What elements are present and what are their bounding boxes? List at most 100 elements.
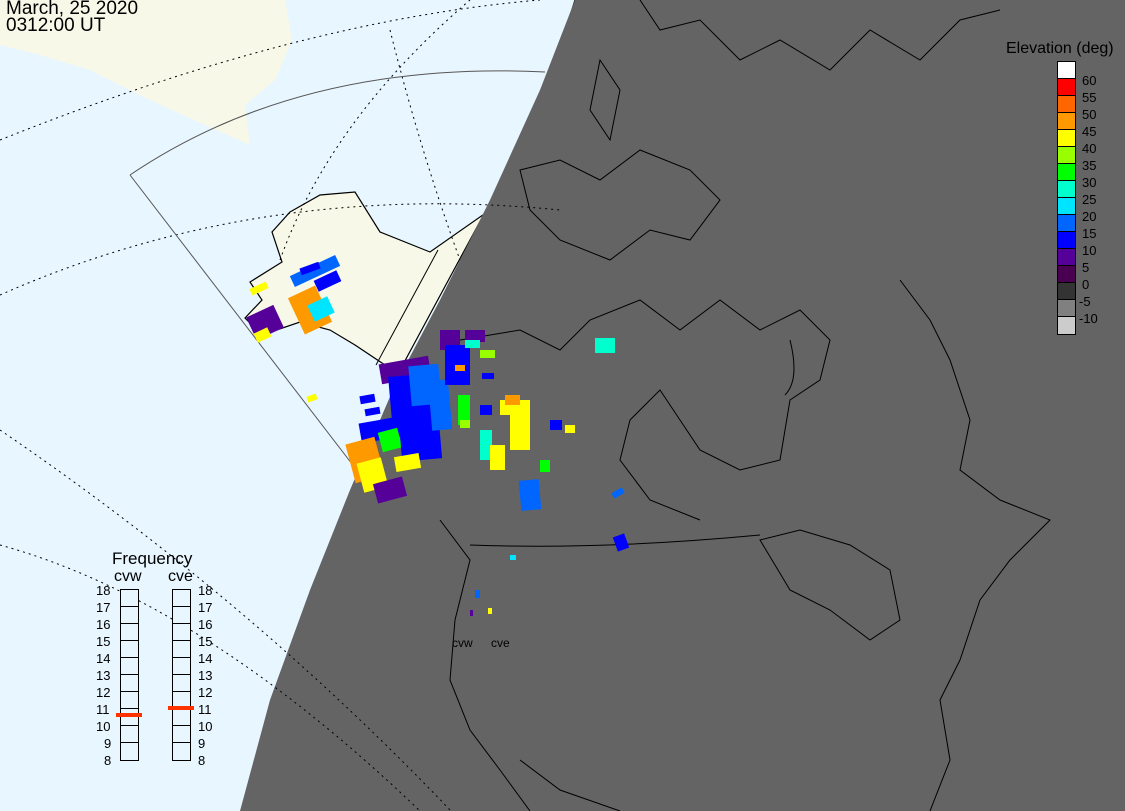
scatter-cell bbox=[246, 304, 284, 341]
elevation-legend-title: Elevation (deg) bbox=[1006, 40, 1114, 57]
site-label-cve: cve bbox=[491, 636, 510, 650]
legend-swatch bbox=[1058, 164, 1075, 181]
scatter-cell bbox=[359, 393, 376, 405]
frequency-tick: 18 bbox=[198, 583, 213, 598]
legend-swatch bbox=[1058, 300, 1075, 317]
frequency-tick: 10 bbox=[198, 719, 213, 734]
scatter-cell bbox=[465, 330, 485, 342]
frequency-tick: 10 bbox=[96, 719, 111, 734]
legend-tick: 20 bbox=[1082, 209, 1097, 224]
scatter-cell bbox=[470, 610, 473, 616]
scatter-cell bbox=[306, 393, 318, 403]
scatter-cell bbox=[540, 460, 550, 472]
legend-tick: 25 bbox=[1082, 192, 1097, 207]
scatter-cell bbox=[475, 590, 480, 598]
frequency-tick: 16 bbox=[198, 617, 213, 632]
legend-swatch bbox=[1058, 232, 1075, 249]
legend-tick: 0 bbox=[1082, 277, 1090, 292]
legend-tick: -5 bbox=[1079, 294, 1091, 309]
scatter-cells bbox=[246, 254, 630, 616]
scatter-cell bbox=[510, 555, 516, 560]
scatter-cell bbox=[307, 296, 335, 322]
legend-tick: 35 bbox=[1082, 158, 1097, 173]
date-label: March, 25 2020 bbox=[6, 0, 139, 19]
time-label: 0312:00 UT bbox=[6, 15, 106, 36]
scatter-cell bbox=[465, 340, 480, 348]
frequency-marker-cve bbox=[168, 706, 194, 710]
legend-swatch bbox=[1058, 266, 1075, 283]
elevation-color-scale bbox=[1057, 61, 1076, 335]
frequency-tick: 9 bbox=[198, 736, 206, 751]
frequency-tick: 18 bbox=[96, 583, 111, 598]
scatter-cell bbox=[393, 452, 422, 473]
frequency-tick: 16 bbox=[96, 617, 111, 632]
frequency-tick: 8 bbox=[198, 753, 206, 768]
legend-swatch bbox=[1058, 96, 1075, 113]
scatter-cell bbox=[372, 476, 408, 504]
scatter-cell bbox=[455, 365, 465, 371]
frequency-bar-cve bbox=[172, 589, 191, 761]
frequency-bar-cvw bbox=[120, 589, 139, 761]
coastlines bbox=[439, 0, 1051, 811]
legend-tick: 10 bbox=[1082, 243, 1097, 258]
scatter-cell bbox=[460, 420, 470, 428]
legend-tick: 50 bbox=[1082, 107, 1097, 122]
frequency-tick: 17 bbox=[198, 600, 213, 615]
site-label-cvw: cvw bbox=[452, 636, 473, 650]
frequency-tick: 11 bbox=[96, 702, 110, 717]
scatter-cell bbox=[253, 327, 272, 343]
frequency-tick: 17 bbox=[96, 600, 111, 615]
scatter-cell bbox=[612, 533, 630, 552]
legend-tick: 45 bbox=[1082, 124, 1097, 139]
scatter-cell bbox=[480, 430, 492, 460]
legend-swatch bbox=[1058, 113, 1075, 130]
legend-tick: 5 bbox=[1082, 260, 1090, 275]
frequency-tick: 12 bbox=[96, 685, 111, 700]
frequency-tick: 13 bbox=[96, 668, 111, 683]
scatter-cell bbox=[595, 338, 615, 353]
frequency-tick: 15 bbox=[96, 634, 111, 649]
radar-label-cve: cve bbox=[168, 568, 193, 585]
frequency-tick: 14 bbox=[96, 651, 111, 666]
frequency-tick: 12 bbox=[198, 685, 213, 700]
legend-tick: 30 bbox=[1082, 175, 1097, 190]
scatter-cell bbox=[397, 408, 443, 462]
frequency-tick: 9 bbox=[104, 736, 112, 751]
legend-swatch bbox=[1058, 62, 1075, 79]
frequency-tick: 14 bbox=[198, 651, 213, 666]
scatter-cell bbox=[377, 427, 403, 453]
night-region bbox=[240, 0, 1125, 811]
frequency-marker-cvw bbox=[116, 712, 142, 717]
scatter-cell bbox=[482, 373, 494, 379]
scatter-cell bbox=[249, 281, 269, 296]
scatter-cell bbox=[518, 479, 542, 511]
scatter-cell bbox=[480, 350, 495, 358]
scatter-cell bbox=[480, 405, 492, 415]
legend-tick: -10 bbox=[1079, 311, 1098, 326]
legend-swatch bbox=[1058, 249, 1075, 266]
legend-swatch bbox=[1058, 79, 1075, 96]
scatter-cell bbox=[313, 270, 342, 292]
frequency-tick: 8 bbox=[104, 753, 112, 768]
us-canada-border bbox=[469, 534, 761, 547]
scatter-cell bbox=[490, 445, 505, 470]
legend-swatch bbox=[1058, 130, 1075, 147]
legend-swatch bbox=[1058, 147, 1075, 164]
frequency-tick: 15 bbox=[198, 634, 213, 649]
legend-swatch bbox=[1058, 215, 1075, 232]
scatter-cell bbox=[505, 395, 520, 405]
land-siberia bbox=[0, 0, 292, 145]
radar-label-cvw: cvw bbox=[114, 568, 142, 585]
scatter-cell bbox=[611, 487, 625, 499]
scatter-cell bbox=[488, 608, 492, 614]
legend-tick: 60 bbox=[1082, 73, 1097, 88]
legend-tick: 40 bbox=[1082, 141, 1097, 156]
scatter-cell bbox=[565, 425, 575, 433]
legend-tick: 55 bbox=[1082, 90, 1097, 105]
frequency-tick: 13 bbox=[198, 668, 213, 683]
frequency-title: Frequency bbox=[112, 549, 193, 568]
scatter-cell bbox=[550, 420, 562, 430]
legend-swatch bbox=[1058, 198, 1075, 215]
legend-tick: 15 bbox=[1082, 226, 1097, 241]
